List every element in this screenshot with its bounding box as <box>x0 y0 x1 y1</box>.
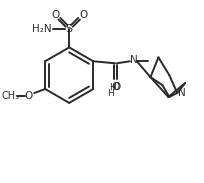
Text: O: O <box>24 91 32 101</box>
Text: CH₃: CH₃ <box>1 91 20 101</box>
Text: O: O <box>51 10 59 20</box>
Text: O: O <box>79 10 87 20</box>
Text: H₂N: H₂N <box>32 24 51 33</box>
Text: N: N <box>178 88 186 98</box>
Text: N: N <box>130 55 138 65</box>
Text: S: S <box>66 24 73 33</box>
Text: H: H <box>109 83 115 92</box>
Text: O: O <box>111 82 119 92</box>
Text: H: H <box>107 89 113 98</box>
Text: O: O <box>112 82 120 92</box>
